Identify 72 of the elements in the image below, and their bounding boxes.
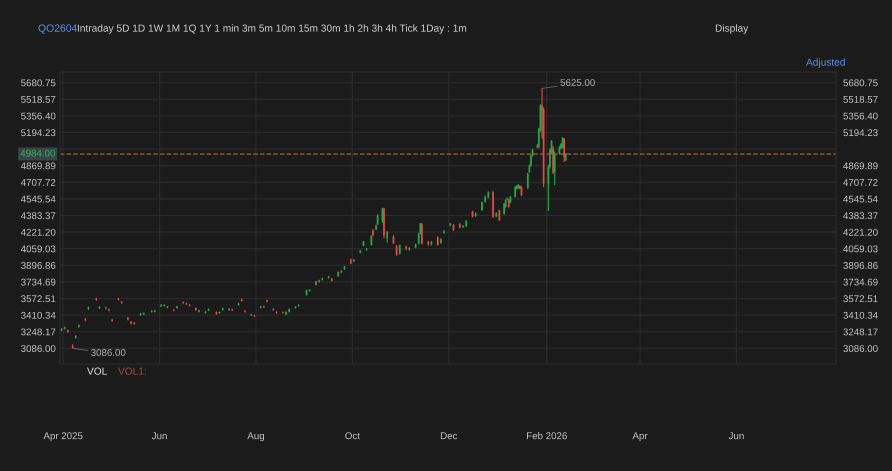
x-tick-label: Feb 2026: [527, 432, 567, 440]
candlestick: [285, 310, 287, 316]
x-tick-label: Apr: [632, 432, 648, 442]
candlestick: [498, 209, 500, 222]
y2-tick-label: 3248.17: [843, 328, 878, 336]
y2-tick-label: 3410.34: [843, 312, 878, 319]
y2-tick-label: 5680.75: [843, 79, 878, 86]
candlestick: [353, 258, 355, 262]
y-tick-label: 5194.23: [21, 129, 56, 136]
candlestick: [216, 310, 218, 316]
text: VOL: [87, 368, 107, 375]
y-tick-label: 4383.37: [20, 212, 56, 220]
candlestick: [166, 305, 168, 309]
y-tick-label: 4869.89: [20, 162, 56, 170]
y2-tick-label: 5194.23: [843, 129, 878, 136]
annotation: 5625.00: [560, 79, 595, 86]
x-tick-label: Jun: [728, 432, 744, 440]
ref-line-label: 4984.00: [20, 150, 55, 157]
candlestick: [396, 244, 398, 256]
y2-tick-label: 3734.69: [843, 278, 878, 286]
text: Display: [716, 24, 748, 34]
candlestick: [108, 308, 110, 312]
y2-tick-label: 4545.54: [843, 196, 878, 203]
candlestick: [370, 234, 372, 246]
y2-tick-label: 4221.20: [843, 228, 878, 236]
chart-title: QO2604: [38, 24, 78, 34]
candlestick: [118, 297, 120, 301]
y-tick-label: 4059.03: [20, 245, 56, 252]
candlestick: [315, 280, 317, 286]
y2-tick-label: 4383.37: [843, 212, 878, 220]
y-tick-label: 3410.34: [21, 312, 56, 319]
x-tick-label: Oct: [345, 432, 360, 440]
x-tick-label: Jun: [152, 432, 167, 440]
y-tick-label: 5680.75: [21, 79, 56, 86]
y-tick-label: 3896.86: [21, 262, 56, 269]
y2-tick-label: 3086.00: [843, 345, 878, 352]
y2-tick-label: 4707.72: [843, 179, 878, 186]
text: VOL1:: [118, 368, 146, 375]
y-tick-label: 5356.40: [21, 112, 56, 120]
candlestick: [78, 324, 80, 328]
y-tick-label: 4707.72: [20, 179, 56, 186]
y-tick-label: 3086.00: [21, 345, 56, 352]
candlestick: [392, 234, 394, 245]
text: Adjusted: [806, 58, 845, 68]
y-tick-label: 3248.17: [21, 328, 56, 336]
x-tick-label: Aug: [247, 432, 264, 442]
y2-tick-label: 3896.86: [843, 262, 878, 269]
candlestick: [520, 186, 522, 196]
candlestick: [536, 144, 538, 149]
candlestick: [452, 223, 454, 232]
y2-tick-label: 5356.40: [843, 112, 878, 120]
y-tick-label: 3734.69: [21, 278, 56, 286]
candlestick: [421, 222, 423, 246]
y-tick-label: 4221.20: [20, 228, 56, 236]
y2-tick-label: 3572.51: [843, 295, 878, 302]
candlestick: [98, 306, 100, 310]
candlestick: [266, 299, 268, 303]
candlestick: [472, 210, 474, 218]
y2-tick-label: 5518.57: [843, 96, 878, 103]
candlestick: [386, 230, 388, 244]
x-tick-label: Dec: [440, 432, 458, 440]
y2-tick-label: 4059.03: [843, 245, 878, 252]
y-tick-label: 3572.51: [21, 295, 56, 302]
candlestick: [176, 305, 178, 310]
y2-tick-label: 4869.89: [843, 162, 878, 170]
x-tick-label: Apr 2025: [43, 432, 82, 442]
y-tick-label: 5518.57: [21, 96, 56, 103]
text: Intraday 5D 1D 1W 1M 1Q 1Y 1 min 3m 5m 10m 15m 30m 1h 2h 3h 4h Tick 1Day : 1m: [78, 24, 466, 34]
candlestick: [127, 316, 129, 321]
candlestick: [344, 265, 346, 270]
y-tick-label: 4545.54: [20, 196, 56, 203]
annotation: 3086.00: [91, 349, 126, 356]
